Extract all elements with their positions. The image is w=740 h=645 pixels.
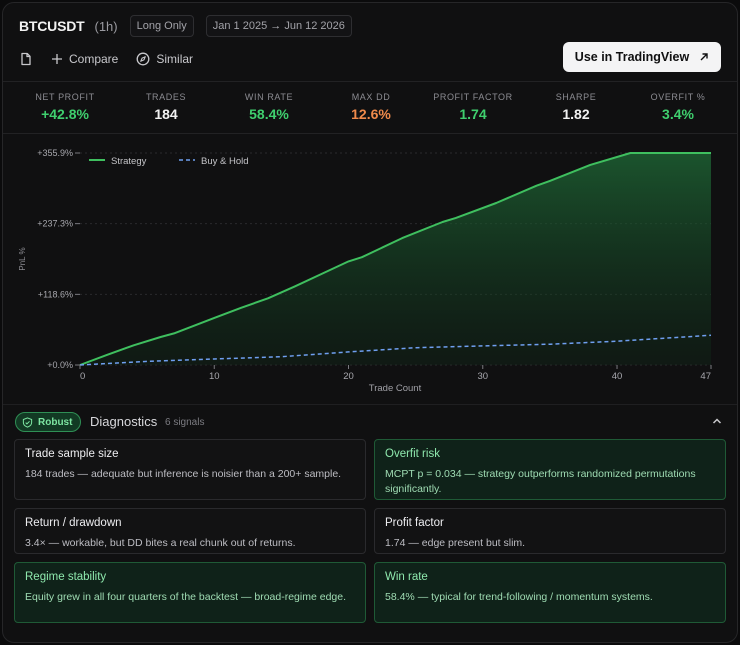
y-axis-label: PnL % <box>18 247 27 270</box>
mode-pill: Long Only <box>129 15 194 37</box>
stat-max-dd: MAX DD 12.6% <box>321 92 421 122</box>
date-from: Jan 1 2025 <box>212 20 268 32</box>
card-title: Overfit risk <box>385 448 440 460</box>
x-tick-label: 40 <box>612 371 623 382</box>
date-to: Jun 12 2026 <box>284 20 345 32</box>
stat-label: SHARPE <box>555 92 597 102</box>
legend-label-buy-hold: Buy & Hold <box>201 156 249 167</box>
x-tick-label: 30 <box>477 371 488 382</box>
y-tick-label: +237.3% <box>37 219 73 229</box>
notes-button[interactable] <box>19 52 33 66</box>
stat-value: 1.82 <box>562 106 590 122</box>
card-body: 184 trades — adequate but inference is n… <box>25 468 342 480</box>
stat-net-profit: NET PROFIT +42.8% <box>15 92 115 122</box>
diagnostic-card-regime-stability: Regime stability Equity grew in all four… <box>14 562 366 623</box>
diagnostics-header[interactable]: Robust Diagnostics 6 signals <box>3 404 737 436</box>
y-tick-label: +0.0% <box>47 360 73 370</box>
stat-value: +42.8% <box>41 106 89 122</box>
card-title: Trade sample size <box>25 448 119 460</box>
x-tick-label: 10 <box>209 371 220 382</box>
compare-button[interactable]: Compare <box>51 52 118 66</box>
symbol-title: BTCUSDT <box>19 18 85 34</box>
plus-icon <box>52 54 62 64</box>
stat-label: WIN RATE <box>244 92 294 102</box>
tradingview-label: Use in TradingView <box>574 50 690 64</box>
diagnostic-card-profit-factor: Profit factor 1.74 — edge present but sl… <box>374 508 726 554</box>
diagnostics-title: Diagnostics <box>90 414 158 429</box>
card-header: BTCUSDT (1h) Long Only Jan 1 2025 → Jun … <box>3 3 737 81</box>
title-row: BTCUSDT (1h) Long Only Jan 1 2025 → Jun … <box>19 15 352 37</box>
card-title: Regime stability <box>25 571 107 583</box>
card-body: Equity grew in all four quarters of the … <box>25 591 346 603</box>
stat-win-rate: WIN RATE 58.4% <box>219 92 319 122</box>
card-body: MCPT p = 0.034 — strategy outperforms ra… <box>385 468 696 495</box>
similar-label: Similar <box>156 52 194 66</box>
stat-value: 184 <box>154 106 178 122</box>
y-tick-label: +118.6% <box>38 289 73 299</box>
stat-value: 1.74 <box>459 106 487 122</box>
stat-overfit: OVERFIT % 3.4% <box>628 92 728 122</box>
card-title: Profit factor <box>385 517 444 529</box>
diagnostic-card-win-rate: Win rate 58.4% — typical for trend-follo… <box>374 562 726 623</box>
signals-count: 6 signals <box>165 417 205 428</box>
buy-hold-line <box>79 334 712 366</box>
compare-label: Compare <box>69 52 119 66</box>
strategy-area <box>80 153 711 365</box>
diagnostic-card-return-drawdown: Return / drawdown 3.4× — workable, but D… <box>14 508 366 554</box>
stat-sharpe: SHARPE 1.82 <box>526 92 626 122</box>
stat-value: 12.6% <box>351 106 391 122</box>
stat-label: MAX DD <box>351 92 391 102</box>
stats-bar: NET PROFIT +42.8% TRADES 184 WIN RATE 58… <box>3 81 737 134</box>
toolbar: Compare Similar <box>19 49 193 69</box>
equity-chart-svg: +0.0% +118.6% +237.3% +355.9% 0 10 20 30 40 47 Pn… <box>18 148 712 394</box>
stat-value: 3.4% <box>662 106 694 122</box>
use-in-tradingview-button[interactable]: Use in TradingView <box>563 42 721 72</box>
similar-button[interactable]: Similar <box>136 52 193 66</box>
compass-icon <box>136 52 150 66</box>
chevron-up-icon[interactable] <box>711 415 723 427</box>
strategy-line <box>79 152 711 366</box>
interval-label: (1h) <box>94 18 118 34</box>
x-axis-label: Trade Count <box>369 383 422 394</box>
y-tick-label: +355.9% <box>37 148 73 158</box>
stat-profit-factor: PROFIT FACTOR 1.74 <box>423 92 523 122</box>
card-title: Return / drawdown <box>25 517 122 529</box>
diagnostic-card-trade-sample: Trade sample size 184 trades — adequate … <box>14 439 366 500</box>
x-tick-label: 0 <box>80 371 85 382</box>
date-arrow: → <box>270 20 282 32</box>
robust-badge: Robust <box>15 412 82 432</box>
document-icon <box>21 52 31 66</box>
x-tick-label: 47 <box>700 371 711 382</box>
card-body: 1.74 — edge present but slim. <box>385 537 526 549</box>
equity-chart: +0.0% +118.6% +237.3% +355.9% 0 10 20 30 40 47 Pn… <box>3 135 737 403</box>
card-body: 3.4× — workable, but DD bites a real chu… <box>25 537 296 549</box>
stat-value: 58.4% <box>249 106 289 122</box>
external-arrow-icon <box>700 53 708 61</box>
chart-legend: Strategy Buy & Hold <box>89 156 249 167</box>
stat-trades: TRADES 184 <box>116 92 216 122</box>
stat-label: OVERFIT % <box>650 92 706 102</box>
card-title: Win rate <box>385 571 428 583</box>
date-range-pill: Jan 1 2025 → Jun 12 2026 <box>205 15 352 37</box>
diagnostic-card-overfit-risk: Overfit risk MCPT p = 0.034 — strategy o… <box>374 439 726 500</box>
robust-badge-label: Robust <box>38 416 73 428</box>
stat-label: TRADES <box>145 92 187 102</box>
stat-label: PROFIT FACTOR <box>433 92 513 102</box>
card-body: 58.4% — typical for trend-following / mo… <box>385 591 653 603</box>
shield-check-icon <box>22 416 33 428</box>
stat-label: NET PROFIT <box>35 92 95 102</box>
x-tick-label: 20 <box>343 371 354 382</box>
legend-label-strategy: Strategy <box>111 156 147 167</box>
